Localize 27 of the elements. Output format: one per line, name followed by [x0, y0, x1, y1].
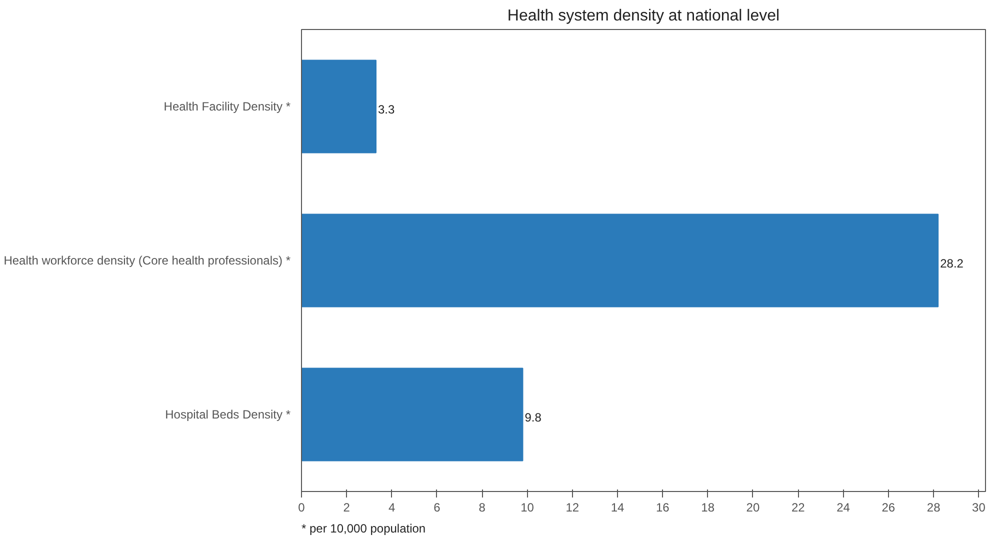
y-tick-label: Health workforce density (Core health professionals) *	[4, 254, 291, 268]
x-tick-label: 28	[926, 500, 941, 514]
data-label: 3.3	[378, 102, 396, 116]
y-tick-label: Health Facility Density *	[164, 100, 291, 114]
bar	[302, 368, 524, 462]
x-tick-label: 30	[972, 500, 986, 514]
x-tick-label: 4	[388, 500, 396, 514]
bar	[302, 214, 939, 308]
text: * per 10,000 population	[302, 522, 426, 536]
x-tick-label: 24	[836, 500, 850, 514]
x-tick-label: 18	[701, 500, 715, 514]
x-tick-label: 2	[343, 500, 350, 514]
data-label: 28.2	[940, 256, 964, 270]
x-tick-label: 14	[610, 500, 625, 514]
x-tick-label: 12	[566, 500, 580, 514]
bar	[302, 60, 376, 154]
x-tick-label: 8	[478, 500, 486, 514]
x-tick-label: 20	[746, 500, 760, 514]
x-tick-label: 26	[882, 500, 896, 514]
x-tick-label: 10	[520, 500, 534, 514]
chart-title: Health system density at national level	[507, 8, 780, 24]
data-label: 9.8	[524, 410, 542, 424]
y-tick-label: Hospital Beds Density *	[165, 408, 291, 422]
x-tick-label: 0	[298, 500, 306, 514]
x-tick-label: 22	[791, 500, 806, 514]
x-tick-label: 6	[434, 500, 441, 514]
x-tick-label: 16	[656, 500, 670, 514]
